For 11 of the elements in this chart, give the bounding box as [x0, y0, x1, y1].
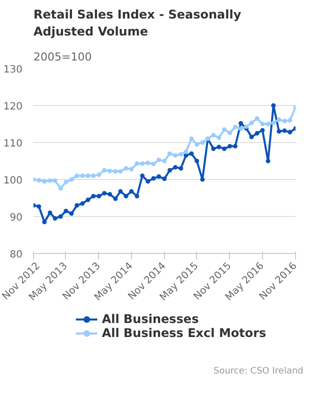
- y-tick-label: 110: [3, 138, 23, 150]
- y-tick-label: 120: [3, 102, 23, 112]
- y-tick-label: 80: [10, 250, 23, 260]
- legend-label: All Business Excl Motors: [102, 326, 266, 340]
- source-note: Source: CSO Ireland: [214, 366, 304, 376]
- y-tick-label: 130: [3, 64, 23, 76]
- y-tick-label: 90: [10, 212, 23, 224]
- y-tick-label: 100: [3, 176, 23, 186]
- chart-subtitle: 2005=100: [34, 50, 92, 64]
- legend-label: All Businesses: [102, 312, 199, 326]
- chart-title: Retail Sales Index - Seasonally Adjusted Volume: [34, 8, 242, 38]
